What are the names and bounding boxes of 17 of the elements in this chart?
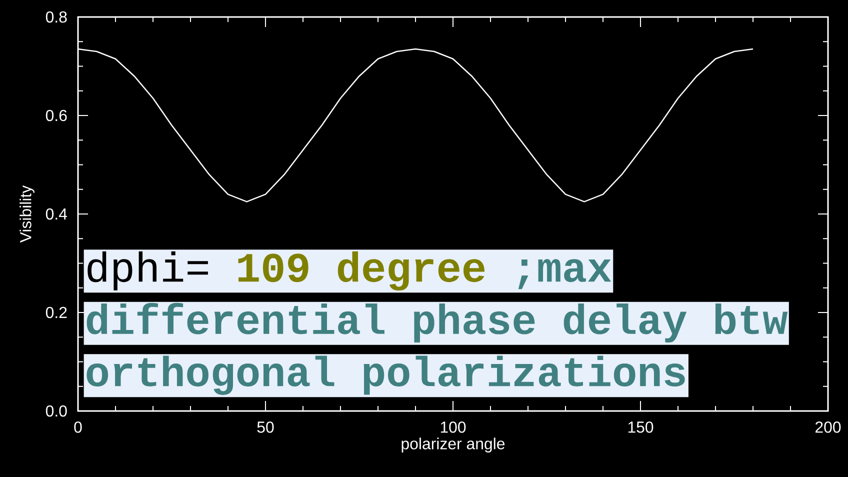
y-tick-label: 0.8	[46, 11, 67, 23]
annotation: differential phase delay btw	[86, 302, 788, 343]
x-tick-label: 100	[440, 422, 466, 433]
x-tick-label: 200	[816, 422, 841, 433]
x-tick-label: 150	[628, 422, 654, 433]
annotation: dphi=	[88, 251, 208, 290]
annotation: ;max	[518, 259, 612, 290]
x-axis-title: polarizer angle	[402, 438, 505, 453]
x-tick-label: 0	[74, 422, 82, 433]
y-axis-title: Visibility	[20, 185, 34, 243]
y-tick-label: 0.4	[46, 208, 68, 220]
y-tick-label: 0.2	[46, 306, 67, 318]
annotation: 109 degree	[238, 251, 484, 291]
annotation: orthogonal polarizations	[86, 356, 685, 395]
y-tick-label: 0.0	[46, 405, 67, 417]
x-tick-label: 50	[257, 422, 274, 433]
y-tick-label: 0.6	[46, 110, 67, 122]
